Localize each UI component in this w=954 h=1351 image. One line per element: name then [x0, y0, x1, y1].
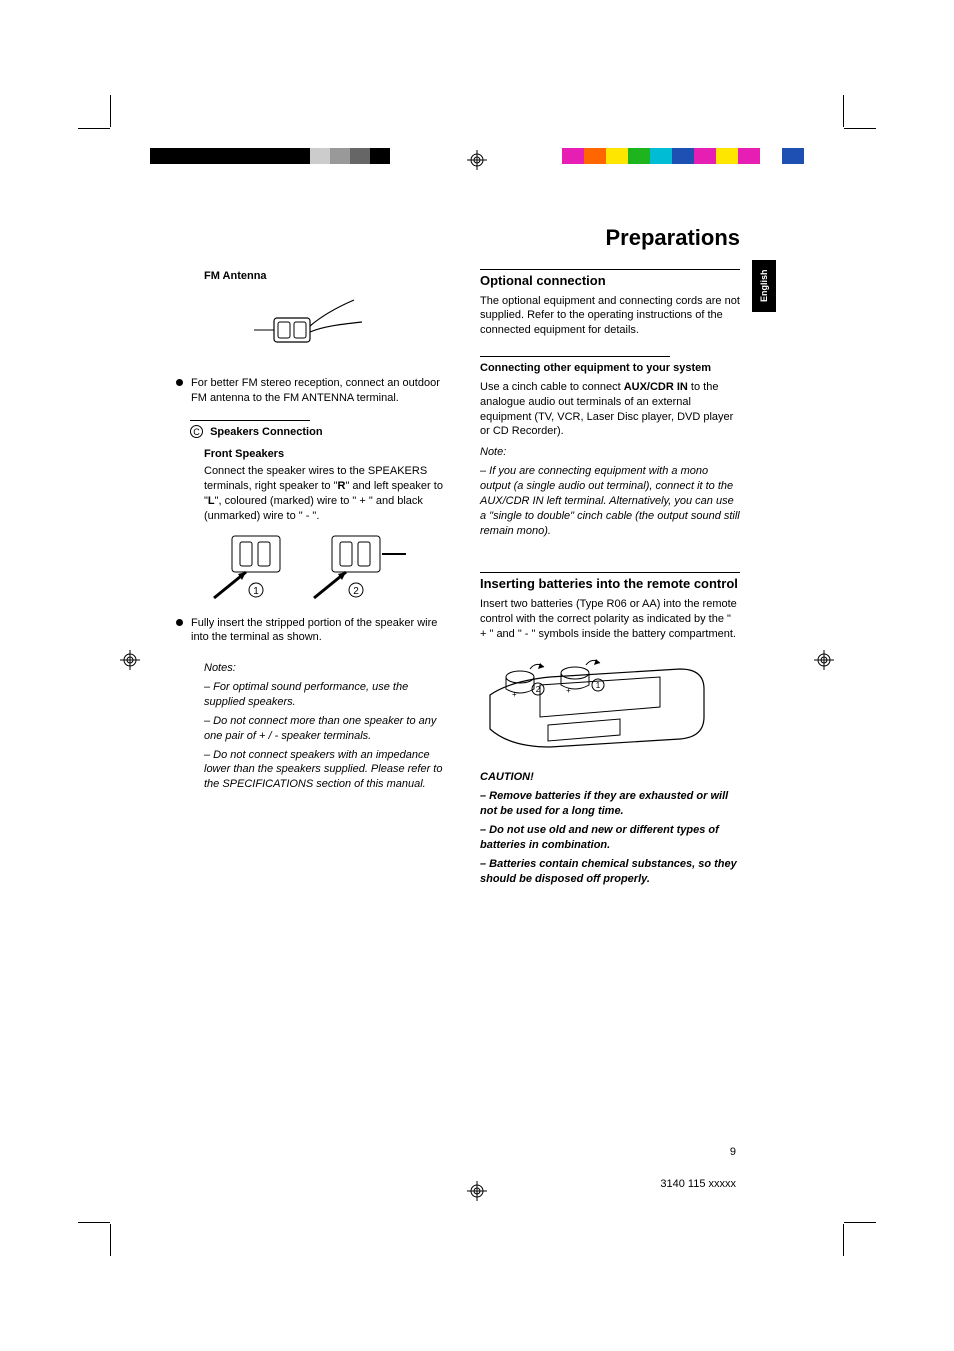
caution-heading: CAUTION! [480, 770, 740, 785]
note-body: – If you are connecting equipment with a… [480, 464, 740, 538]
bullet-icon [176, 379, 183, 386]
caution-3: – Batteries contain chemical substances,… [480, 857, 740, 887]
svg-text:+: + [512, 690, 517, 699]
registration-mark-icon [120, 650, 140, 670]
note-3: – Do not connect speakers with an impeda… [204, 748, 450, 793]
bullet-icon [176, 619, 183, 626]
caution-2: – Do not use old and new or different ty… [480, 823, 740, 853]
other-equipment-heading: Connecting other equipment to your syste… [480, 361, 740, 376]
batteries-heading: Inserting batteries into the remote cont… [480, 575, 740, 593]
crop-mark [844, 128, 876, 129]
rule [480, 356, 670, 357]
registration-mark-icon [814, 650, 834, 670]
front-speakers-para: Connect the speaker wires to the SPEAKER… [204, 464, 450, 523]
note-heading: Note: [480, 445, 740, 460]
note-2: – Do not connect more than one speaker t… [204, 714, 450, 744]
left-column: FM Antenna For better FM stereo receptio… [190, 269, 450, 890]
notes-heading: Notes: [204, 661, 450, 676]
svg-text:1: 1 [253, 586, 259, 597]
crop-mark [844, 1222, 876, 1223]
colorbar-left [150, 148, 410, 164]
front-speakers-heading: Front Speakers [204, 447, 450, 462]
speakers-heading-text: Speakers Connection [210, 426, 322, 438]
fm-antenna-illustration [204, 290, 414, 370]
other-equipment-para: Use a cinch cable to connect AUX/CDR IN … [480, 380, 740, 439]
crop-mark [78, 128, 110, 129]
batteries-para: Insert two batteries (Type R06 or AA) in… [480, 597, 740, 642]
page-content: Preparations English FM Antenna For bett… [190, 225, 740, 1185]
crop-mark [78, 1222, 110, 1223]
speakers-heading: C Speakers Connection [190, 425, 450, 440]
insert-bullet-text: Fully insert the stripped portion of the… [191, 616, 450, 646]
crop-mark [843, 1224, 844, 1256]
language-tab: English [752, 260, 776, 312]
chapter-title: Preparations [190, 225, 740, 251]
page-number: 9 [730, 1146, 736, 1158]
remote-battery-illustration: 2 1 + + [480, 647, 710, 760]
svg-text:2: 2 [536, 685, 541, 694]
svg-text:1: 1 [596, 681, 601, 690]
doc-code: 3140 115 xxxxx [660, 1178, 736, 1190]
crop-mark [843, 95, 844, 127]
rule [190, 420, 310, 421]
rule [480, 572, 740, 573]
fm-bullet-text: For better FM stereo reception, connect … [191, 376, 450, 406]
optional-connection-heading: Optional connection [480, 272, 740, 290]
svg-text:2: 2 [353, 586, 359, 597]
speaker-terminal-illustration: 1 2 [204, 530, 414, 610]
step-c-icon: C [190, 425, 203, 438]
rule [480, 269, 740, 270]
registration-mark-icon [467, 150, 487, 170]
crop-mark [110, 95, 111, 127]
right-column: Optional connection The optional equipme… [480, 269, 740, 890]
insert-bullet: Fully insert the stripped portion of the… [176, 616, 450, 650]
colorbar-right [562, 148, 804, 164]
note-1: – For optimal sound performance, use the… [204, 680, 450, 710]
fm-antenna-heading: FM Antenna [204, 269, 450, 284]
caution-1: – Remove batteries if they are exhausted… [480, 789, 740, 819]
optional-connection-para: The optional equipment and connecting co… [480, 294, 740, 339]
fm-bullet: For better FM stereo reception, connect … [176, 376, 450, 410]
svg-text:+: + [566, 686, 571, 695]
crop-mark [110, 1224, 111, 1256]
